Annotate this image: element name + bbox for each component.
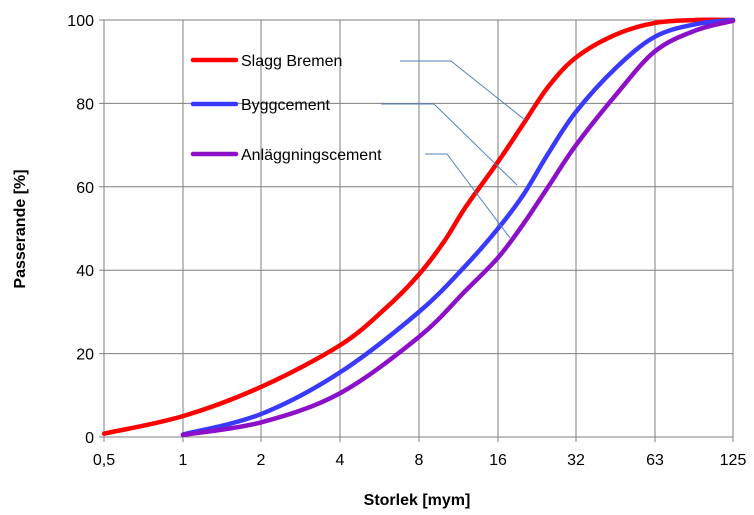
x-tick-label: 32 xyxy=(567,452,585,469)
axes xyxy=(99,19,734,442)
x-tick-label: 1 xyxy=(179,452,188,469)
x-tick-label: 2 xyxy=(257,452,266,469)
x-tick-label: 4 xyxy=(336,452,345,469)
series-lines xyxy=(101,17,736,438)
series-line-slagg-bremen xyxy=(101,17,736,436)
legend: Slagg Bremen Byggcement Anläggningscement xyxy=(190,53,526,239)
y-tick-label: 60 xyxy=(76,180,94,197)
x-tick-label: 125 xyxy=(720,452,747,469)
legend-leader-line xyxy=(400,60,526,121)
grid xyxy=(104,19,734,437)
legend-label-byggcement: Byggcement xyxy=(241,97,330,114)
legend-label-anlaggningscement: Anläggningscement xyxy=(241,147,382,164)
series-line-byggcement xyxy=(180,17,736,437)
y-tick-label: 40 xyxy=(76,263,94,280)
x-axis-title: Storlek [mym] xyxy=(364,492,471,509)
x-tick-label: 8 xyxy=(415,452,424,469)
legend-leader-line xyxy=(425,153,511,239)
x-tick-label: 16 xyxy=(489,452,507,469)
y-tick-label: 80 xyxy=(76,96,94,113)
legend-label-slagg-bremen: Slagg Bremen xyxy=(241,53,342,70)
y-tick-label: 0 xyxy=(85,430,94,447)
x-tick-label: 0,5 xyxy=(93,452,115,469)
y-tick-label: 100 xyxy=(67,13,94,30)
y-axis-title: Passerande [%] xyxy=(12,169,29,288)
tick-labels: 0 20 40 60 80 100 0,5 1 2 4 8 16 32 63 125 xyxy=(67,13,746,469)
series-line-anlaggningscement xyxy=(180,18,736,438)
x-tick-label: 63 xyxy=(646,452,664,469)
y-tick-label: 20 xyxy=(76,347,94,364)
legend-leader-line xyxy=(381,103,518,186)
